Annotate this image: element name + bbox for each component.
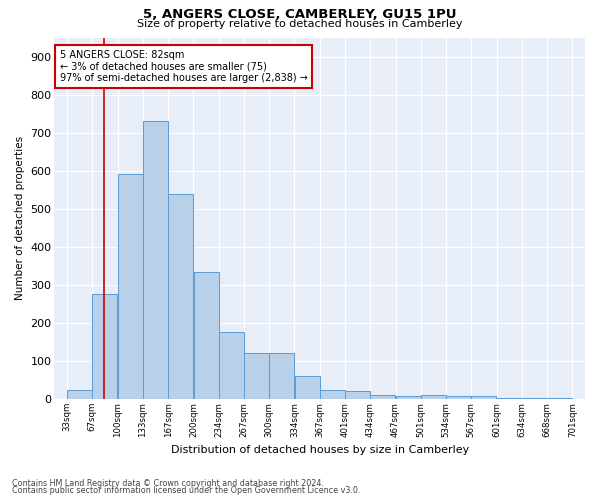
Bar [269,354,295,399]
X-axis label: Distribution of detached houses by size in Camberley: Distribution of detached houses by size … [170,445,469,455]
Bar [67,390,92,399]
Bar [143,121,168,399]
Text: 5 ANGERS CLOSE: 82sqm
← 3% of detached houses are smaller (75)
97% of semi-detac: 5 ANGERS CLOSE: 82sqm ← 3% of detached h… [60,50,308,84]
Text: Contains HM Land Registry data © Crown copyright and database right 2024.: Contains HM Land Registry data © Crown c… [12,478,324,488]
Bar [446,396,471,399]
Bar [522,398,547,399]
Text: Contains public sector information licensed under the Open Government Licence v3: Contains public sector information licen… [12,486,361,495]
Bar [421,395,446,399]
Bar [320,390,345,399]
Bar [92,294,118,399]
Bar [370,395,395,399]
Bar [219,332,244,399]
Bar [118,174,143,399]
Text: 5, ANGERS CLOSE, CAMBERLEY, GU15 1PU: 5, ANGERS CLOSE, CAMBERLEY, GU15 1PU [143,8,457,20]
Bar [547,398,572,399]
Bar [497,398,522,399]
Bar [472,396,496,399]
Bar [168,194,193,399]
Bar [395,396,421,399]
Bar [244,354,269,399]
Text: Size of property relative to detached houses in Camberley: Size of property relative to detached ho… [137,19,463,29]
Bar [194,272,218,399]
Bar [295,376,320,399]
Bar [345,392,370,399]
Y-axis label: Number of detached properties: Number of detached properties [15,136,25,300]
